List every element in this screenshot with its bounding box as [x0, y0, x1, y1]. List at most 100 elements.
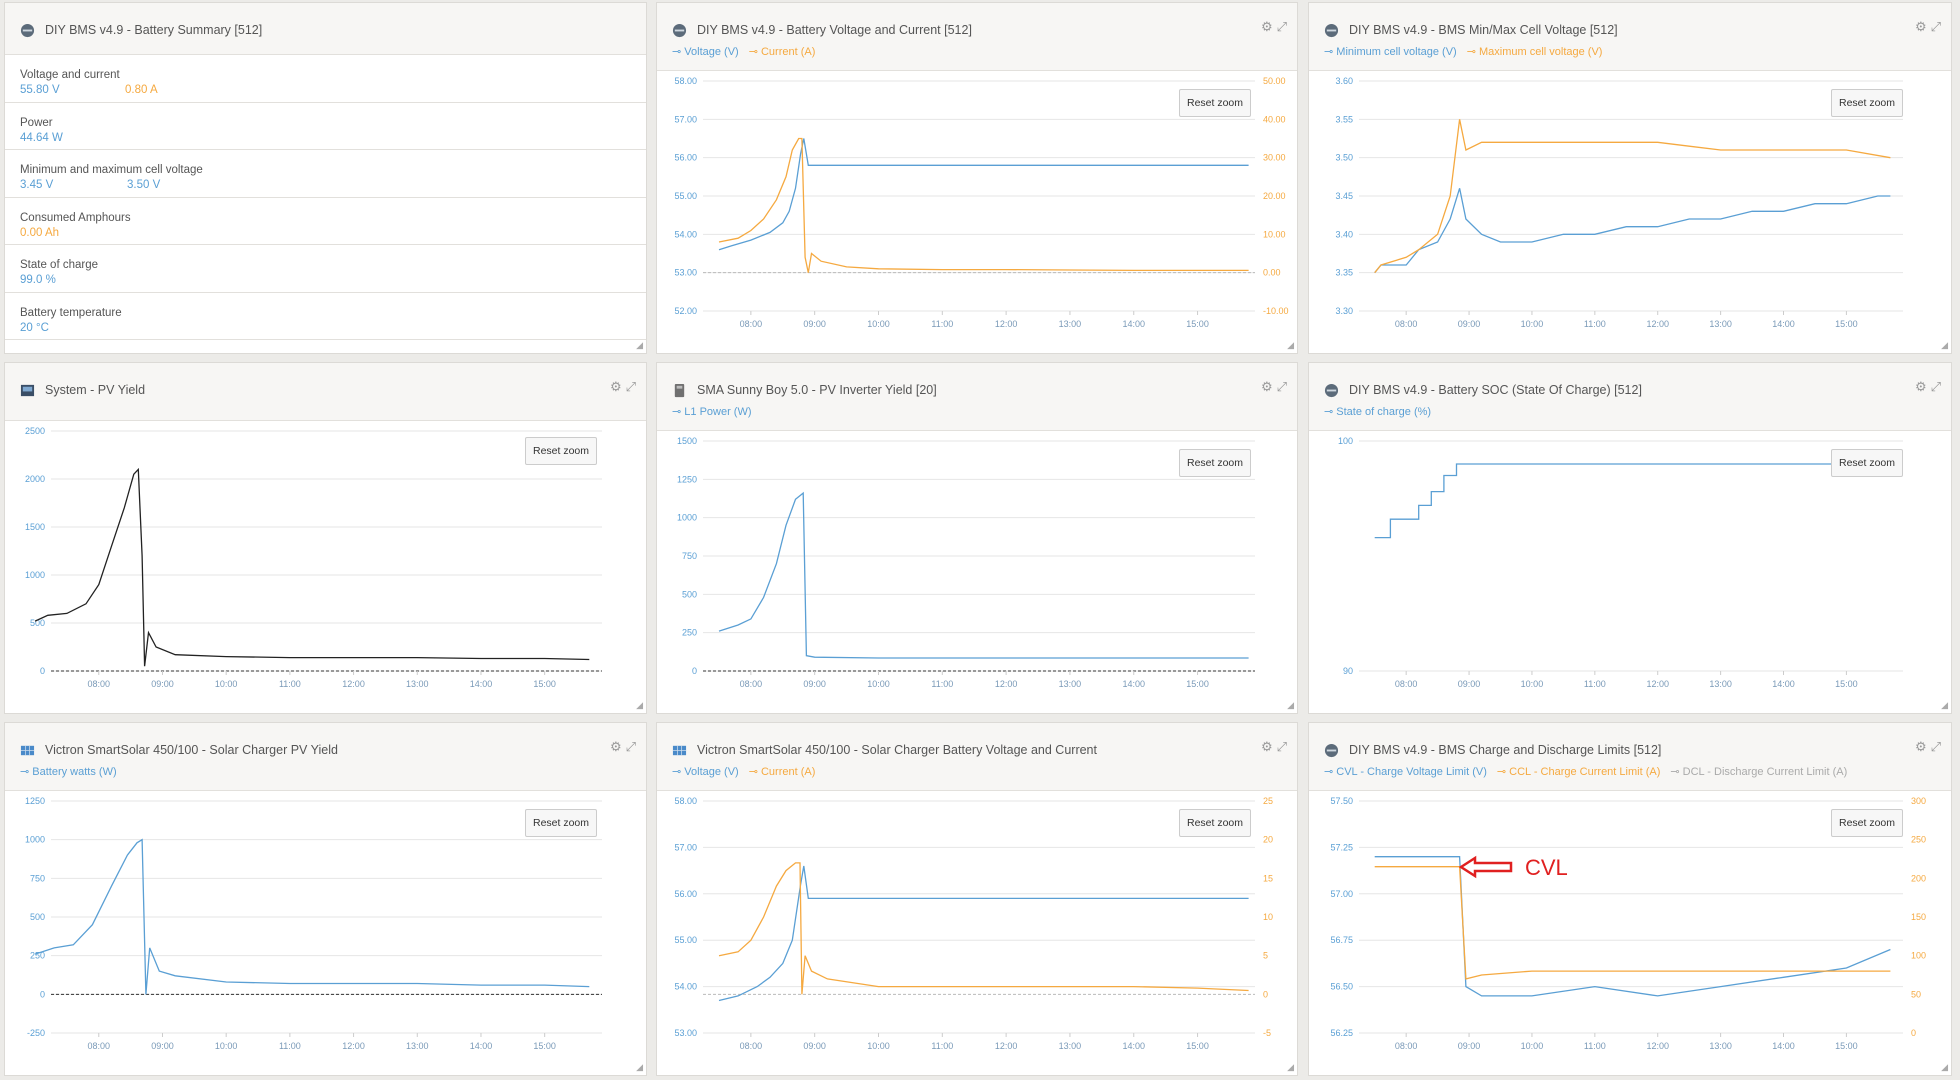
resize-handle-icon[interactable]: ◢ [1941, 1062, 1948, 1072]
expand-icon[interactable]: ⤢ [625, 379, 636, 394]
bms-icon [672, 23, 687, 38]
x-tick-label: 08:00 [88, 679, 111, 689]
expand-icon[interactable]: ⤢ [625, 739, 636, 754]
chart-panel-p7: Victron SmartSolar 450/100 - Solar Charg… [4, 722, 647, 1076]
series-line-0[interactable] [718, 865, 1249, 1002]
series-line-0[interactable] [1374, 188, 1891, 274]
chart-svg[interactable]: 1250 1000 750 500 250 0 -250 08:00 09:00 10:00 11:… [5, 723, 646, 1075]
panel-tools: ⚙ ⤢ [1911, 19, 1941, 35]
resize-handle-icon[interactable]: ◢ [636, 700, 643, 710]
gear-icon[interactable]: ⚙ [609, 739, 622, 754]
reset-zoom-button[interactable]: Reset zoom [1831, 809, 1904, 837]
chart-svg[interactable]: 58.00 57.00 56.00 55.00 54.00 53.00 52.00 50.00… [657, 3, 1297, 353]
legend-item[interactable]: ⊸ Voltage (V) [672, 766, 739, 778]
x-tick-label: 08:00 [740, 1041, 763, 1051]
legend-item[interactable]: ⊸ Current (A) [748, 766, 816, 778]
x-tick-label: 13:00 [1059, 1041, 1082, 1051]
reset-zoom-button[interactable]: Reset zoom [1831, 449, 1904, 477]
y-tick-label: 57.00 [674, 114, 697, 124]
legend-item[interactable]: ⊸ Battery watts (W) [20, 766, 117, 778]
gear-icon[interactable]: ⚙ [1260, 739, 1273, 754]
summary-value: 3.45 V [20, 179, 54, 191]
chart-svg[interactable]: 1500 1250 1000 750 500 250 0 08:00 09:00 10:00 11:… [657, 363, 1297, 713]
series-line-0[interactable] [718, 138, 1249, 251]
resize-handle-icon[interactable]: ◢ [1941, 700, 1948, 710]
bms-icon [20, 23, 35, 38]
chart-legend: ⊸ State of charge (%) [1324, 405, 1441, 418]
gear-icon[interactable]: ⚙ [1260, 19, 1273, 34]
chart-svg[interactable]: 57.50 57.25 57.00 56.75 56.50 56.25 300 250 200 1… [1309, 723, 1951, 1075]
expand-icon[interactable]: ⤢ [1930, 739, 1941, 754]
legend-item[interactable]: ⊸ State of charge (%) [1324, 406, 1432, 418]
x-tick-label: 14:00 [1772, 679, 1795, 689]
resize-handle-icon[interactable]: ◢ [1287, 1062, 1294, 1072]
gear-icon[interactable]: ⚙ [1914, 19, 1927, 34]
series-line-1[interactable] [1374, 119, 1891, 274]
legend-item[interactable]: ⊸ Minimum cell voltage (V) [1324, 46, 1457, 58]
summary-value: 20 °C [20, 321, 49, 334]
legend-item[interactable]: ⊸ Maximum cell voltage (V) [1466, 46, 1603, 58]
gear-icon[interactable]: ⚙ [1260, 379, 1273, 394]
resize-handle-icon[interactable]: ◢ [1287, 700, 1294, 710]
expand-icon[interactable]: ⤢ [1276, 739, 1287, 754]
x-tick-label: 14:00 [470, 1041, 493, 1051]
x-tick-label: 12:00 [342, 679, 365, 689]
x-tick-label: 12:00 [342, 1041, 365, 1051]
y-tick-label: 56.25 [1330, 1028, 1353, 1038]
series-line-0[interactable] [34, 838, 590, 995]
panel-header: SMA Sunny Boy 5.0 - PV Inverter Yield [2… [657, 363, 1297, 431]
reset-zoom-button[interactable]: Reset zoom [525, 437, 598, 465]
expand-icon[interactable]: ⤢ [1276, 379, 1287, 394]
expand-icon[interactable]: ⤢ [1930, 379, 1941, 394]
panel-header: DIY BMS v4.9 - Battery Voltage and Curre… [657, 3, 1297, 71]
reset-zoom-button[interactable]: Reset zoom [1179, 449, 1252, 477]
reset-zoom-button[interactable]: Reset zoom [1831, 89, 1904, 117]
expand-icon[interactable]: ⤢ [1276, 19, 1287, 34]
series-line-1[interactable] [718, 137, 1249, 273]
series-line-0[interactable] [1374, 463, 1897, 539]
legend-item[interactable]: ⊸ DCL - Discharge Current Limit (A) [1670, 766, 1848, 778]
reset-zoom-button[interactable]: Reset zoom [1179, 89, 1252, 117]
chart-svg[interactable]: 2500 2000 1500 1000 500 0 08:00 09:00 10:00 11:00… [5, 363, 646, 713]
x-tick-label: 12:00 [1646, 319, 1669, 329]
resize-handle-icon[interactable]: ◢ [1287, 340, 1294, 350]
series-line-1[interactable] [1374, 866, 1891, 980]
gear-icon[interactable]: ⚙ [609, 379, 622, 394]
resize-handle-icon[interactable]: ◢ [636, 1062, 643, 1072]
series-line-0[interactable] [34, 467, 590, 667]
legend-item[interactable]: ⊸ CVL - Charge Voltage Limit (V) [1324, 766, 1487, 778]
resize-handle-icon[interactable]: ◢ [1941, 340, 1948, 350]
series-line-1[interactable] [718, 862, 1249, 995]
gear-icon[interactable]: ⚙ [1914, 739, 1927, 754]
series-line-0[interactable] [718, 491, 1249, 659]
x-tick-label: 15:00 [1186, 1041, 1209, 1051]
resize-handle-icon[interactable]: ◢ [636, 340, 643, 350]
legend-item[interactable]: ⊸ Current (A) [748, 46, 816, 58]
panel-header: DIY BMS v4.9 - Battery SOC (State Of Cha… [1309, 363, 1951, 431]
reset-zoom-button[interactable]: Reset zoom [1179, 809, 1252, 837]
summary-label: Voltage and current [20, 69, 120, 81]
chart-svg[interactable]: 3.60 3.55 3.50 3.45 3.40 3.35 3.30 08:00 09:00 10… [1309, 3, 1951, 353]
x-tick-label: 08:00 [88, 1041, 111, 1051]
panel-title: DIY BMS v4.9 - Battery Voltage and Curre… [697, 23, 972, 37]
legend-item[interactable]: ⊸ L1 Power (W) [672, 406, 752, 418]
y-tick-label: 1250 [25, 796, 45, 806]
x-tick-label: 10:00 [1521, 679, 1544, 689]
chart-svg[interactable]: 58.00 57.00 56.00 55.00 54.00 53.00 25 20 15 10 5 0… [657, 723, 1297, 1075]
x-tick-label: 13:00 [1059, 679, 1082, 689]
expand-icon[interactable]: ⤢ [1930, 19, 1941, 34]
gear-icon[interactable]: ⚙ [1914, 379, 1927, 394]
chart-svg[interactable]: 100 90 08:00 09:00 10:00 11:00 12:00 13:00 14:00… [1309, 363, 1951, 713]
legend-item[interactable]: ⊸ CCL - Charge Current Limit (A) [1496, 766, 1661, 778]
legend-label: Voltage (V) [684, 766, 739, 778]
y-tick-label: 0 [40, 989, 45, 999]
panel-header: Victron SmartSolar 450/100 - Solar Charg… [5, 723, 646, 791]
system-icon [20, 384, 35, 397]
y-tick-label: 53.00 [674, 1028, 697, 1038]
x-tick-label: 13:00 [406, 1041, 429, 1051]
y-tick-label: 52.00 [674, 306, 697, 316]
legend-item[interactable]: ⊸ Voltage (V) [672, 46, 739, 58]
y-tick-label: 3.55 [1335, 114, 1353, 124]
reset-zoom-button[interactable]: Reset zoom [525, 809, 598, 837]
series-line-0[interactable] [1374, 856, 1891, 997]
